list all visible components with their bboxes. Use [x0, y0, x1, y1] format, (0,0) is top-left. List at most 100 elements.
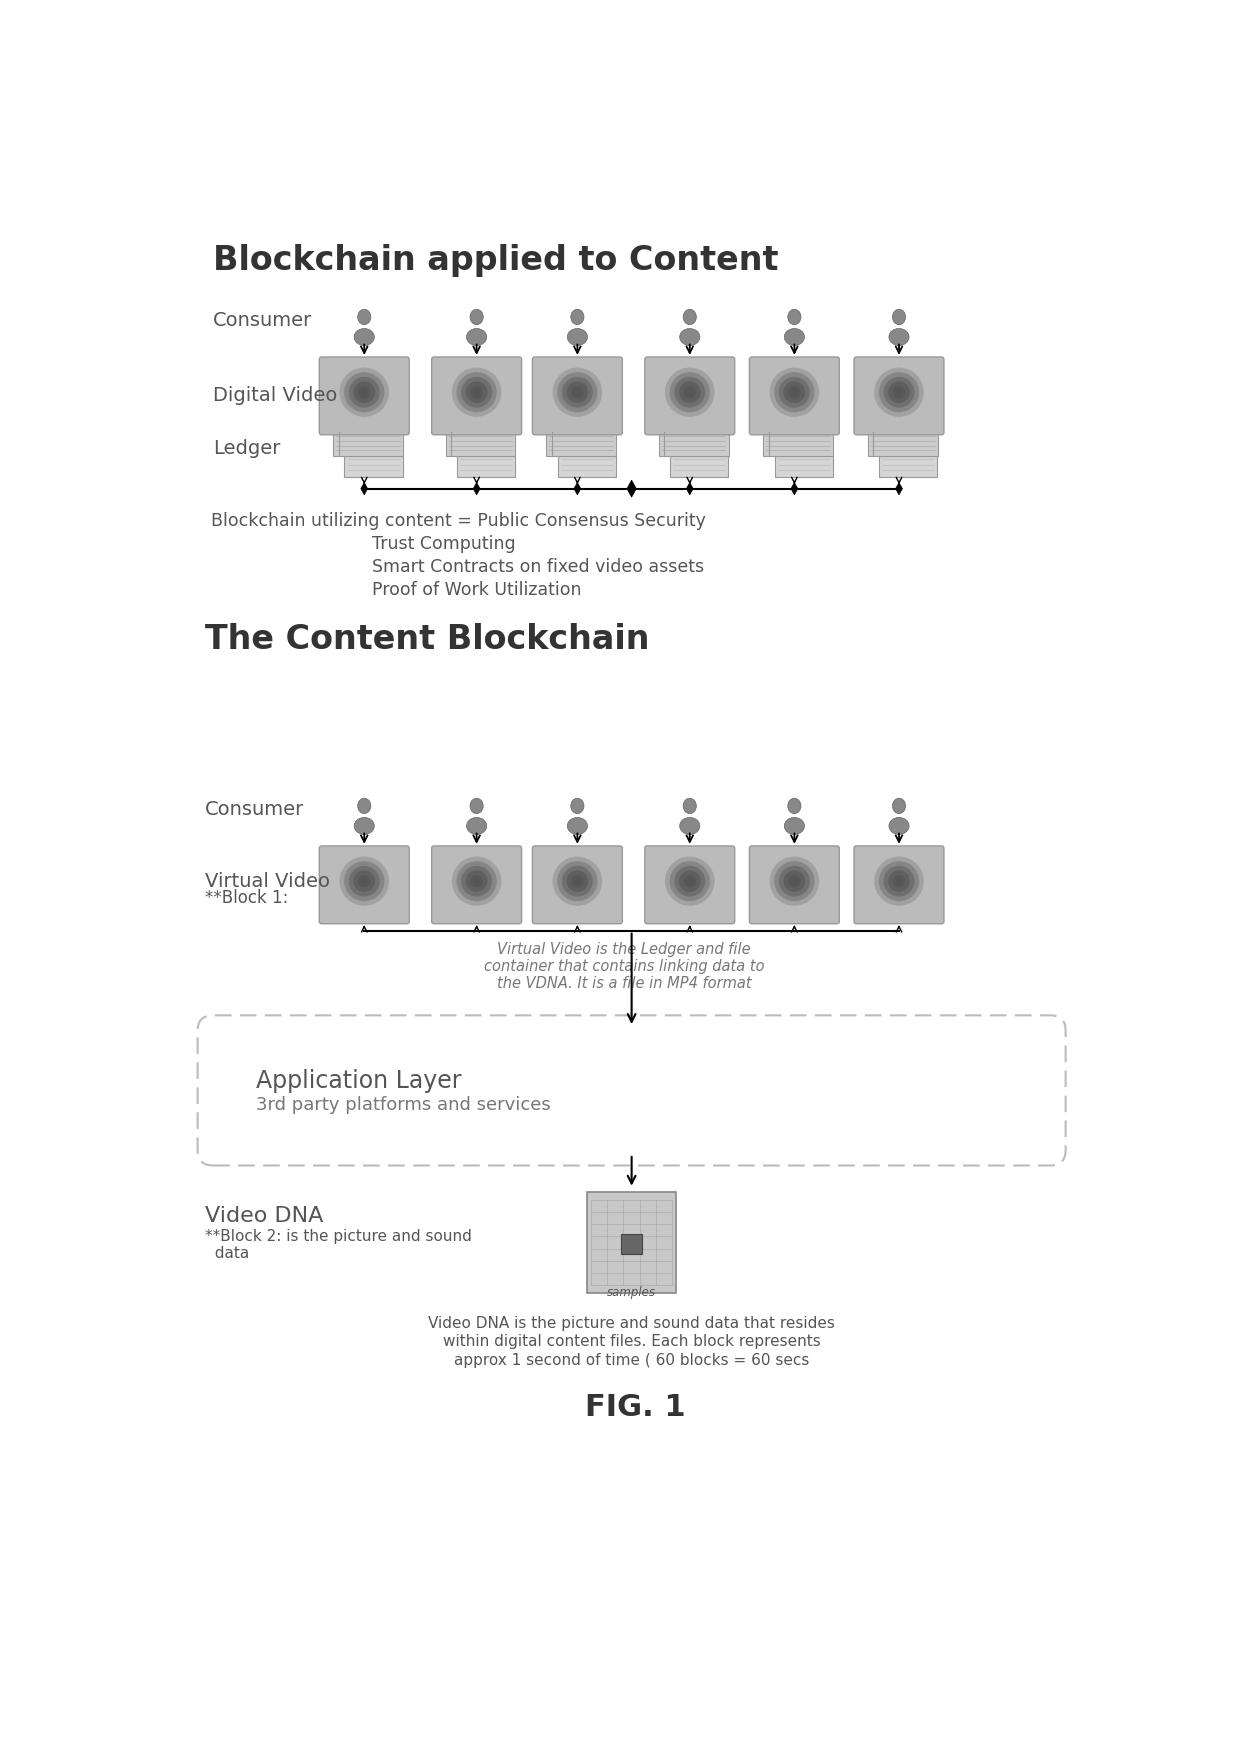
Ellipse shape: [461, 376, 492, 408]
FancyBboxPatch shape: [547, 432, 616, 455]
Ellipse shape: [361, 878, 367, 884]
Text: Application Layer: Application Layer: [255, 1068, 461, 1093]
Ellipse shape: [340, 368, 389, 417]
Polygon shape: [361, 483, 367, 495]
Ellipse shape: [572, 875, 584, 887]
Ellipse shape: [345, 373, 384, 413]
Ellipse shape: [466, 328, 486, 345]
Ellipse shape: [355, 328, 374, 345]
Ellipse shape: [353, 382, 374, 403]
Polygon shape: [627, 481, 636, 497]
Ellipse shape: [567, 328, 588, 345]
FancyBboxPatch shape: [334, 432, 403, 455]
FancyBboxPatch shape: [749, 845, 839, 924]
Text: The Content Blockchain: The Content Blockchain: [206, 624, 650, 657]
Ellipse shape: [358, 875, 371, 887]
Text: Smart Contracts on fixed video assets: Smart Contracts on fixed video assets: [372, 558, 704, 575]
FancyBboxPatch shape: [879, 455, 937, 478]
FancyBboxPatch shape: [854, 845, 944, 924]
Ellipse shape: [879, 861, 919, 901]
Ellipse shape: [680, 817, 699, 835]
FancyBboxPatch shape: [587, 1192, 676, 1293]
FancyBboxPatch shape: [775, 455, 833, 478]
Text: samples: samples: [608, 1286, 656, 1299]
Ellipse shape: [683, 875, 696, 887]
Ellipse shape: [791, 389, 797, 396]
Text: **Block 2: is the picture and sound: **Block 2: is the picture and sound: [206, 1229, 472, 1245]
Ellipse shape: [355, 817, 374, 835]
Ellipse shape: [687, 389, 693, 396]
Ellipse shape: [470, 798, 484, 814]
FancyBboxPatch shape: [320, 845, 409, 924]
Ellipse shape: [789, 385, 801, 399]
Ellipse shape: [470, 385, 482, 399]
Ellipse shape: [466, 870, 487, 892]
Polygon shape: [474, 483, 480, 495]
Polygon shape: [687, 483, 693, 495]
Ellipse shape: [791, 878, 797, 884]
Text: approx 1 second of time ( 60 blocks = 60 secs: approx 1 second of time ( 60 blocks = 60…: [454, 1353, 810, 1368]
Text: Trust Computing: Trust Computing: [372, 535, 516, 553]
Ellipse shape: [574, 389, 580, 396]
Ellipse shape: [787, 798, 801, 814]
Ellipse shape: [474, 389, 480, 396]
Ellipse shape: [567, 870, 588, 892]
Ellipse shape: [451, 856, 501, 906]
Text: the VDNA. It is a file in MP4 format: the VDNA. It is a file in MP4 format: [496, 976, 751, 992]
FancyBboxPatch shape: [532, 357, 622, 434]
Ellipse shape: [879, 373, 919, 413]
Ellipse shape: [893, 309, 905, 324]
Ellipse shape: [562, 866, 593, 896]
FancyBboxPatch shape: [432, 845, 522, 924]
Ellipse shape: [687, 878, 693, 884]
Polygon shape: [791, 483, 797, 495]
FancyBboxPatch shape: [432, 357, 522, 434]
Ellipse shape: [680, 328, 699, 345]
Ellipse shape: [883, 376, 915, 408]
Text: Blockchain applied to Content: Blockchain applied to Content: [213, 244, 779, 277]
Ellipse shape: [893, 875, 905, 887]
Ellipse shape: [670, 861, 711, 901]
Ellipse shape: [895, 389, 903, 396]
Ellipse shape: [461, 866, 492, 896]
Ellipse shape: [570, 798, 584, 814]
FancyBboxPatch shape: [658, 432, 729, 455]
Ellipse shape: [357, 798, 371, 814]
Polygon shape: [895, 483, 903, 495]
Ellipse shape: [567, 382, 588, 403]
Ellipse shape: [553, 368, 603, 417]
Ellipse shape: [348, 376, 379, 408]
Ellipse shape: [895, 878, 903, 884]
Ellipse shape: [784, 382, 805, 403]
FancyBboxPatch shape: [749, 357, 839, 434]
Ellipse shape: [466, 382, 487, 403]
Ellipse shape: [345, 861, 384, 901]
Ellipse shape: [557, 861, 598, 901]
Text: Blockchain utilizing content = Public Consensus Security: Blockchain utilizing content = Public Co…: [211, 512, 706, 530]
Text: Digital Video: Digital Video: [213, 387, 337, 406]
FancyBboxPatch shape: [670, 455, 728, 478]
Text: Video DNA is the picture and sound data that resides: Video DNA is the picture and sound data …: [428, 1316, 835, 1330]
Ellipse shape: [787, 309, 801, 324]
Ellipse shape: [574, 878, 580, 884]
FancyBboxPatch shape: [764, 432, 833, 455]
Ellipse shape: [874, 368, 924, 417]
Text: Consumer: Consumer: [206, 800, 305, 819]
Text: data: data: [206, 1246, 249, 1262]
Ellipse shape: [466, 817, 486, 835]
Ellipse shape: [353, 870, 374, 892]
Ellipse shape: [451, 368, 501, 417]
Text: Virtual Video: Virtual Video: [206, 872, 330, 891]
Ellipse shape: [562, 376, 593, 408]
Ellipse shape: [358, 385, 371, 399]
Ellipse shape: [456, 861, 497, 901]
Ellipse shape: [665, 856, 714, 906]
Ellipse shape: [680, 382, 701, 403]
Ellipse shape: [774, 861, 815, 901]
Text: **Block 1:: **Block 1:: [206, 889, 289, 906]
Ellipse shape: [683, 385, 696, 399]
FancyBboxPatch shape: [320, 357, 409, 434]
Text: Virtual Video is the Ledger and file: Virtual Video is the Ledger and file: [497, 943, 750, 957]
Ellipse shape: [683, 309, 697, 324]
Ellipse shape: [553, 856, 603, 906]
